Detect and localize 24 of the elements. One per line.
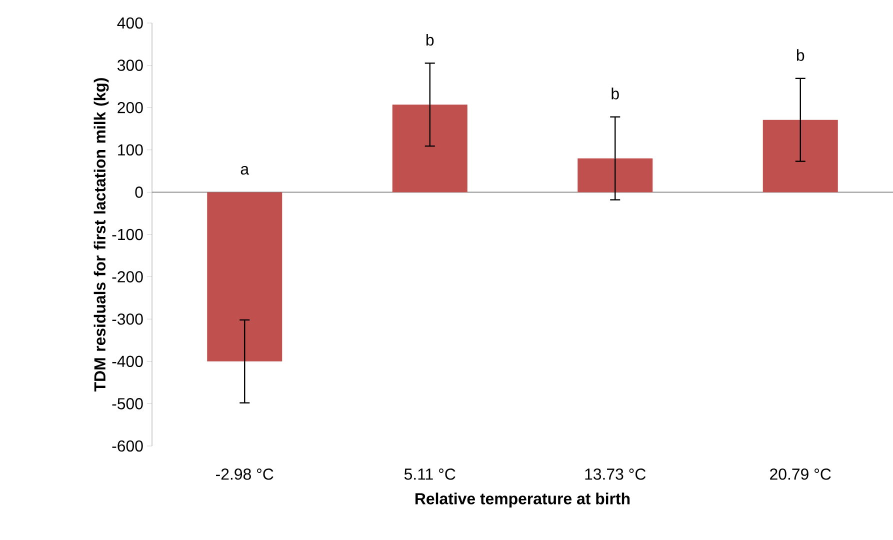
y-tick-label: -500 (112, 398, 143, 410)
y-tick-label: -200 (112, 271, 143, 282)
bar (207, 192, 282, 362)
annotation: a (240, 166, 250, 175)
y-tick-label: 0 (135, 186, 143, 198)
y-tick-label: 300 (117, 60, 143, 71)
bar (392, 104, 468, 192)
y-tick-label: -100 (112, 228, 143, 240)
y-tick-label: 400 (117, 17, 143, 29)
x-tick-label: 20.79 °C (770, 468, 831, 480)
x-axis-title: Relative temperature at birth (415, 492, 630, 508)
y-tick-label: -300 (112, 313, 143, 325)
x-tick-label: -2.98 °C (216, 468, 274, 480)
x-tick-label: 13.73 °C (585, 468, 646, 480)
y-tick-label: -600 (112, 440, 143, 452)
bar (578, 158, 653, 192)
annotation: b (426, 34, 434, 46)
y-tick-label: 100 (118, 144, 143, 156)
annotation: b (796, 49, 804, 61)
x-tick-label: 5.11 °C (404, 468, 456, 480)
y-axis-title: TDM residuals for first lactation milk (kg) (94, 78, 109, 392)
y-tick-label: 200 (118, 102, 143, 114)
y-tick-label: -400 (112, 356, 143, 368)
annotation: b (612, 88, 619, 100)
